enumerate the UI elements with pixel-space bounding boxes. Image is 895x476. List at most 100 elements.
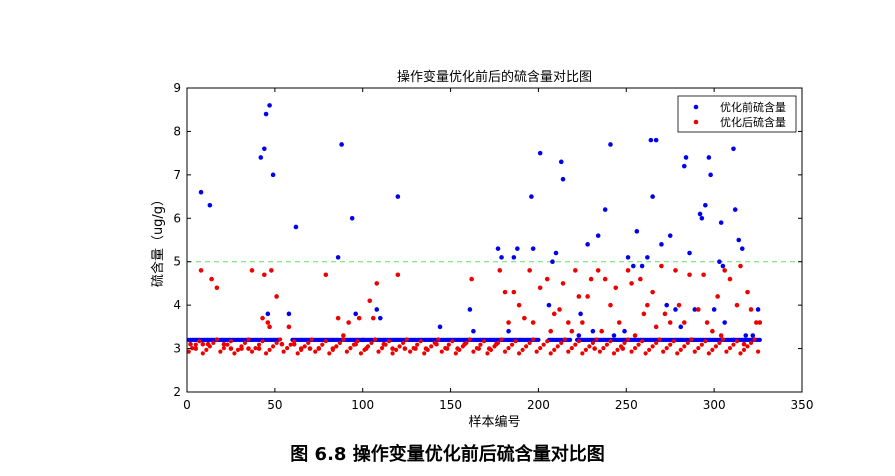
point-before: [560, 176, 566, 182]
point-before: [699, 215, 705, 221]
point-after-baseline: [713, 344, 719, 349]
point-after-baseline: [242, 340, 248, 346]
point-after-baseline: [358, 351, 364, 356]
point-after-baseline: [376, 349, 381, 354]
point-before: [511, 255, 517, 260]
chart-title: 操作变量优化前后的硫含量对比图: [397, 69, 592, 85]
point-after: [221, 341, 227, 347]
point-after: [667, 320, 673, 325]
x-tick-label: 250: [615, 398, 638, 412]
point-after-baseline: [394, 347, 399, 352]
point-after-baseline: [401, 340, 406, 346]
plot-frame: [186, 87, 803, 393]
point-after: [527, 268, 532, 273]
point-before: [681, 163, 687, 169]
point-after-baseline: [555, 344, 560, 349]
point-after-baseline: [604, 342, 610, 347]
point-before: [437, 324, 443, 330]
point-after-baseline: [362, 347, 367, 352]
point-before: [667, 233, 673, 238]
point-after: [701, 272, 706, 278]
point-after-baseline: [306, 340, 311, 346]
point-before: [546, 302, 552, 308]
point-after-baseline: [618, 344, 624, 349]
point-after-baseline: [513, 339, 518, 344]
point-before: [687, 250, 692, 256]
point-after-baseline: [488, 347, 494, 352]
point-after: [511, 289, 517, 295]
point-after-baseline: [460, 344, 465, 349]
point-after: [256, 346, 262, 351]
point-after-baseline: [186, 349, 191, 354]
point-after-baseline: [221, 346, 226, 351]
point-after-baseline: [481, 339, 487, 344]
point-after-baseline: [253, 346, 258, 351]
point-before: [602, 207, 608, 212]
point-after-baseline: [738, 351, 743, 356]
point-after-baseline: [443, 346, 448, 351]
point-after: [659, 263, 664, 269]
figure-caption: 图 6.8 操作变量优化前后硫含量对比图: [290, 444, 605, 465]
point-after-baseline: [661, 349, 666, 354]
point-after-baseline: [330, 347, 335, 352]
point-before: [608, 142, 613, 147]
point-after-baseline: [390, 351, 395, 356]
point-after-baseline: [320, 342, 325, 347]
point-after-baseline: [524, 344, 529, 349]
point-before: [258, 155, 264, 160]
point-after-baseline: [509, 342, 515, 347]
point-after: [745, 289, 750, 295]
point-after-baseline: [527, 340, 532, 346]
point-before: [558, 159, 564, 165]
point-after: [629, 281, 634, 286]
point-before: [349, 215, 355, 221]
point-before: [529, 194, 534, 199]
point-before: [611, 333, 617, 338]
point-after: [544, 276, 550, 282]
y-axis-title: 硫含量（ug/g）: [150, 193, 166, 287]
point-after: [356, 315, 362, 321]
point-before: [625, 255, 631, 260]
point-after-baseline: [587, 344, 592, 349]
point-after-baseline: [446, 342, 451, 347]
point-after-baseline: [383, 342, 388, 347]
point-after: [676, 302, 682, 308]
point-after: [265, 320, 271, 325]
point-after-baseline: [207, 344, 212, 349]
point-after: [653, 324, 659, 330]
point-after: [279, 341, 285, 347]
point-before: [706, 155, 712, 160]
point-after-baseline: [369, 340, 374, 346]
point-after-baseline: [615, 347, 620, 352]
x-tick-label: 150: [439, 398, 462, 412]
point-after: [566, 320, 571, 325]
point-after-baseline: [632, 346, 638, 351]
point-after: [602, 276, 608, 282]
point-after-baseline: [734, 339, 740, 344]
point-after-baseline: [432, 340, 437, 346]
point-before: [339, 142, 344, 147]
point-after: [198, 268, 204, 273]
point-after: [616, 320, 622, 325]
point-before: [755, 307, 761, 312]
point-after: [291, 341, 297, 347]
point-after-baseline: [193, 342, 198, 347]
point-after-baseline: [611, 351, 617, 356]
point-after-baseline: [464, 340, 469, 346]
point-after-baseline: [327, 351, 332, 356]
point-after-baseline: [703, 339, 708, 344]
point-after: [715, 294, 720, 299]
point-after-baseline: [559, 340, 564, 346]
point-after-baseline: [246, 337, 251, 342]
x-tick-label: 50: [267, 398, 282, 412]
point-before: [262, 146, 267, 152]
point-after-baseline: [404, 337, 409, 342]
y-tick-label: 4: [173, 298, 181, 312]
point-after: [267, 324, 272, 330]
point-after-baseline: [650, 344, 655, 349]
point-after: [645, 302, 650, 308]
point-after-baseline: [355, 339, 360, 344]
y-tick-label: 6: [173, 211, 181, 225]
point-after: [681, 320, 687, 325]
point-after: [585, 294, 590, 299]
